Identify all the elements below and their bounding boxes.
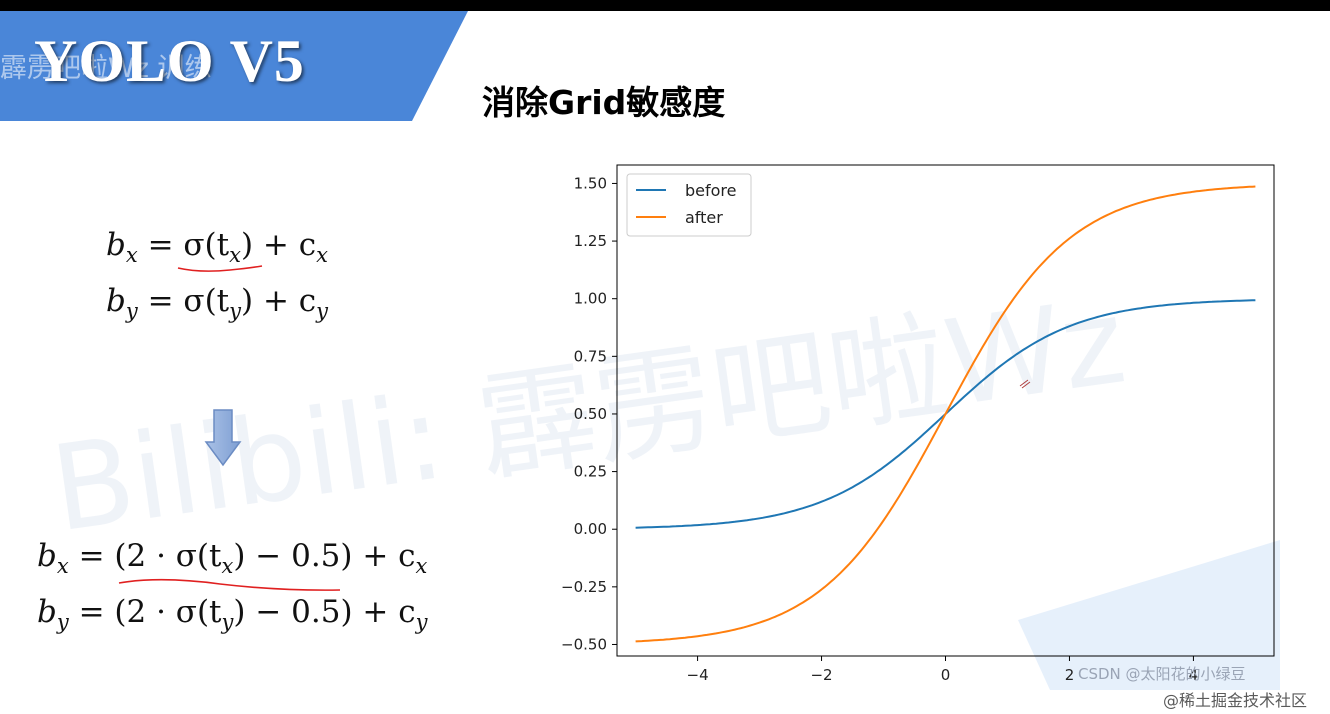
cursor-mark [1019,379,1031,389]
legend-label-before: before [685,181,737,200]
y-tick-label: −0.25 [561,578,607,596]
y-tick-label: 1.25 [574,232,607,250]
x-tick-label: −2 [810,666,832,684]
y-tick-label: 0.75 [574,347,607,365]
csdn-credit: CSDN @太阳花的小绿豆 [1078,665,1246,683]
equation-bx-original: bx = σ(tx) + cx [106,227,328,267]
banner-title: YOLO V5 [34,28,305,94]
title-banner: 霹雳吧啦Wz 训练 YOLO V5 [0,0,1330,130]
juejin-site-watermark: @稀土掘金技术社区 [1163,691,1308,710]
equation-by-original: by = σ(ty) + cy [106,283,329,323]
red-annotation-underlines [118,265,341,591]
y-tick-label: 1.50 [574,174,607,192]
x-tick-label: −4 [687,666,709,684]
y-tick-label: 0.00 [574,520,607,538]
y-tick-label: 0.25 [574,463,607,481]
series-line-after [635,185,1256,643]
slide-heading: 消除Grid敏感度 [482,83,726,122]
sigmoid-comparison-chart: −0.50 −0.25 0.00 0.25 0.50 0.75 1.00 1.25 1.50 −… [561,164,1280,690]
banner-watermark: 霹雳吧啦Wz 训练 [0,53,212,84]
top-black-bar [0,0,1330,11]
x-tick-label: 2 [1065,666,1075,684]
equation-by-modified: by = (2 · σ(ty) − 0.5) + cy [37,594,428,634]
down-arrow-icon [204,409,242,467]
x-tick-label: 0 [941,666,951,684]
chart-legend: before after [626,173,752,237]
x-tick-label: 4 [1189,666,1199,684]
y-tick-label: 0.50 [574,405,607,423]
y-tick-label: −0.50 [561,635,607,653]
y-tick-label: 1.00 [574,290,607,308]
equation-bx-modified: bx = (2 · σ(tx) − 0.5) + cx [37,538,428,578]
legend-label-after: after [685,208,723,227]
